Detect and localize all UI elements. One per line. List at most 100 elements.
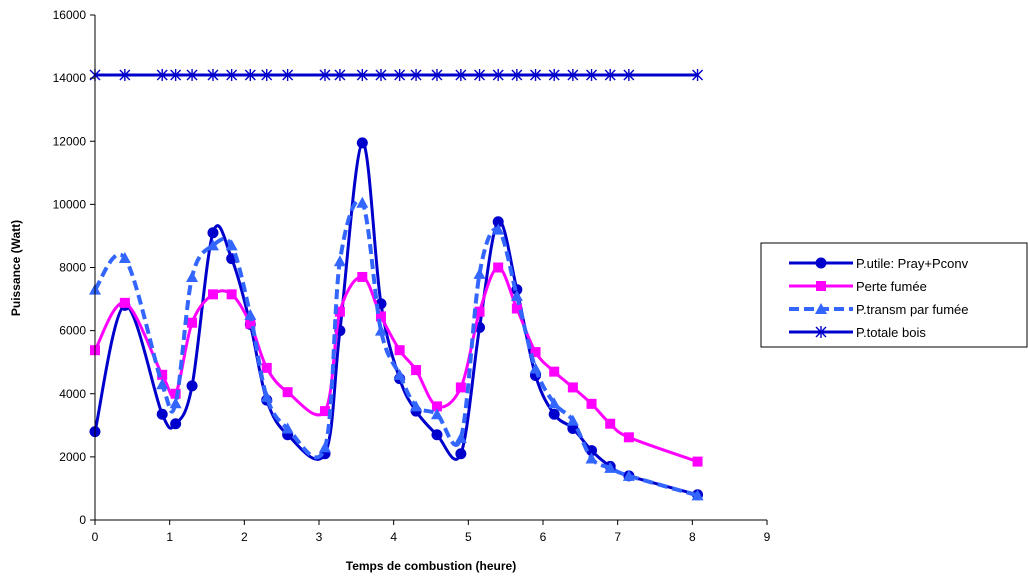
data-point: [156, 378, 169, 390]
data-point: [431, 68, 443, 81]
y-tick-label: 0: [79, 513, 86, 527]
data-point: [493, 262, 504, 273]
data-point: [605, 418, 616, 429]
legend-swatch-marker: [815, 257, 827, 269]
data-point: [431, 429, 443, 441]
data-point: [244, 308, 257, 320]
data-point: [586, 68, 598, 81]
x-tick-label: 3: [316, 530, 323, 544]
series-line: [93, 266, 699, 464]
y-tick-label: 14000: [53, 71, 87, 85]
data-point: [156, 408, 168, 420]
data-point: [431, 401, 442, 412]
legend-label: Perte fumée: [856, 279, 927, 294]
series-2: [89, 196, 704, 501]
legend-swatch-marker: [815, 303, 827, 314]
data-point: [492, 223, 505, 235]
legend: P.utile: Pray+Pconv Perte fumée P.transm p…: [760, 242, 1028, 348]
data-point: [691, 489, 704, 501]
data-point: [454, 431, 467, 443]
x-axis-title: Temps de combustion (heure): [346, 559, 516, 573]
legend-swatch-marker: [816, 281, 826, 291]
x-tick-label: 9: [764, 530, 771, 544]
data-point: [529, 362, 542, 374]
data-point: [333, 255, 346, 267]
legend-label: P.transm par fumée: [856, 302, 968, 317]
data-point: [186, 380, 198, 392]
data-point: [410, 68, 422, 81]
legend-label: P.utile: Pray+Pconv: [856, 256, 969, 271]
data-point: [282, 387, 293, 398]
data-point: [375, 68, 387, 81]
data-point: [226, 68, 238, 81]
data-point: [548, 408, 560, 420]
y-tick-label: 2000: [59, 450, 86, 464]
data-point: [334, 306, 345, 317]
data-point: [170, 68, 182, 81]
data-point: [319, 406, 330, 417]
data-point: [567, 382, 578, 393]
x-tick-label: 6: [540, 530, 547, 544]
y-tick-label: 12000: [53, 134, 87, 148]
data-point: [186, 270, 199, 282]
y-axis-title: Puissance (Watt): [9, 220, 23, 316]
data-point: [118, 252, 131, 264]
data-point: [530, 68, 542, 81]
data-point: [334, 68, 346, 81]
data-point: [119, 68, 131, 81]
x-tick-label: 2: [241, 530, 248, 544]
data-point: [604, 68, 616, 81]
data-point: [245, 318, 256, 329]
data-point: [585, 452, 598, 464]
data-point: [510, 289, 523, 301]
x-tick-label: 8: [689, 530, 696, 544]
data-point: [549, 366, 560, 377]
data-point: [281, 422, 294, 434]
data-point: [692, 68, 704, 81]
data-point: [474, 68, 486, 81]
data-point: [318, 441, 331, 453]
series-0: [89, 137, 704, 501]
data-point: [622, 469, 635, 481]
y-tick-label: 10000: [53, 197, 87, 211]
data-point: [566, 414, 579, 426]
data-point: [169, 397, 182, 409]
data-point: [374, 324, 387, 336]
x-tick-label: 5: [465, 530, 472, 544]
data-point: [394, 345, 405, 356]
legend-swatch-marker: [815, 326, 827, 338]
data-point: [586, 398, 597, 409]
data-point: [492, 68, 504, 81]
data-point: [511, 68, 523, 81]
data-point: [623, 68, 635, 81]
series-layer: [89, 68, 704, 501]
legend-box: [760, 242, 1028, 348]
data-point: [260, 390, 273, 402]
data-point: [207, 289, 218, 300]
data-point: [156, 68, 168, 81]
data-point: [455, 448, 467, 460]
data-point: [375, 311, 386, 322]
data-point: [187, 317, 198, 328]
data-point: [282, 68, 294, 81]
y-tick-label: 16000: [53, 8, 87, 22]
legend-label: P.totale bois: [856, 325, 926, 340]
data-point: [157, 369, 168, 380]
data-point: [455, 382, 466, 393]
data-point: [548, 397, 561, 409]
data-point: [186, 68, 198, 81]
data-point: [226, 289, 237, 300]
data-point: [357, 271, 368, 282]
data-point: [548, 68, 560, 81]
data-point: [623, 432, 634, 443]
y-tick-label: 8000: [59, 261, 86, 275]
data-point: [356, 137, 368, 149]
data-point: [261, 68, 273, 81]
data-point: [692, 456, 703, 467]
data-point: [356, 68, 368, 81]
y-tick-label: 6000: [59, 324, 86, 338]
x-tick-label: 1: [166, 530, 173, 544]
x-tick-label: 7: [614, 530, 621, 544]
data-point: [244, 68, 256, 81]
